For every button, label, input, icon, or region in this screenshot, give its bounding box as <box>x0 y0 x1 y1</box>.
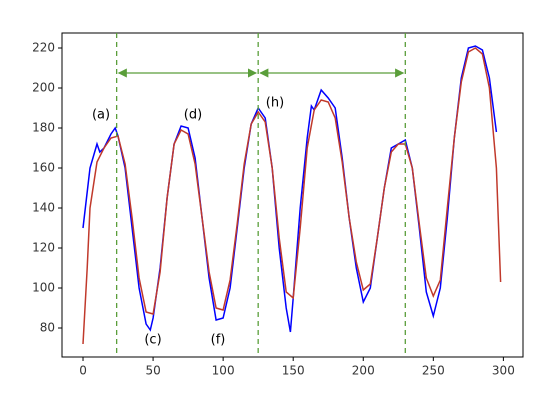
plot-frame <box>61 32 524 358</box>
y-tick-label: 220 <box>32 41 55 55</box>
y-tick-label: 180 <box>32 121 55 135</box>
x-tick-label: 250 <box>422 364 445 378</box>
annotation: (f) <box>211 333 226 348</box>
series-line <box>82 47 502 345</box>
y-tick-label: 140 <box>32 201 55 215</box>
y-tick-label: 200 <box>32 81 55 95</box>
annotation: (d) <box>184 108 202 123</box>
x-tick-label: 0 <box>79 364 87 378</box>
x-tick-label: 50 <box>145 364 160 378</box>
series-line <box>82 45 498 333</box>
y-tick-label: 120 <box>32 241 55 255</box>
y-tick-label: 100 <box>32 281 55 295</box>
y-tick-label: 160 <box>32 161 55 175</box>
x-tick-label: 200 <box>352 364 375 378</box>
x-tick-label: 100 <box>212 364 235 378</box>
x-tick-label: 300 <box>492 364 515 378</box>
annotation: (a) <box>92 108 110 123</box>
y-tick-label: 80 <box>40 321 55 335</box>
annotation: (h) <box>266 96 284 111</box>
x-tick-label: 150 <box>282 364 305 378</box>
annotation: (c) <box>144 333 161 348</box>
